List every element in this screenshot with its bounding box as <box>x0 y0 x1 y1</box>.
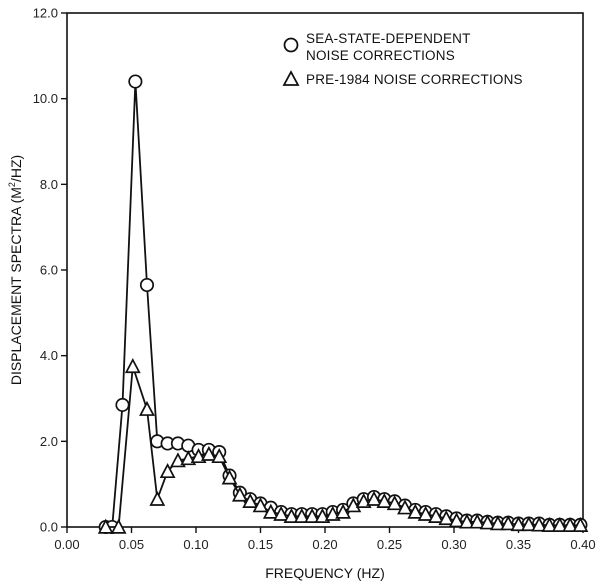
triangle-point <box>159 462 176 479</box>
triangle-point <box>417 505 434 521</box>
legend-label-series-1-line-1: SEA-STATE-DEPENDENT <box>306 31 471 46</box>
triangle-point <box>366 490 382 506</box>
y-tick-label: 10.0 <box>33 91 58 106</box>
triangle-point <box>242 492 259 508</box>
triangle-point <box>541 516 558 532</box>
triangle-point <box>200 445 217 461</box>
triangle-point <box>97 518 114 534</box>
y-axis-title: DISPLACEMENT SPECTRA (M2/HZ) <box>7 155 24 385</box>
triangle-point <box>551 516 568 532</box>
x-tick-label: 0.40 <box>570 537 595 552</box>
legend-circle-marker <box>283 37 299 53</box>
y-tick-label: 8.0 <box>40 177 58 192</box>
triangle-point <box>304 507 321 523</box>
triangle-point <box>170 452 186 468</box>
circle-point <box>115 397 130 412</box>
y-axis-title-main: DISPLACEMENT SPECTRA (M <box>8 187 24 385</box>
triangle-point <box>500 515 517 531</box>
triangle-point <box>345 497 362 513</box>
series-layer <box>97 74 589 535</box>
x-tick-label: 0.15 <box>248 537 273 552</box>
triangle-point <box>386 495 403 511</box>
plot-frame <box>66 12 584 528</box>
triangle-point <box>428 507 444 523</box>
triangle-point <box>283 507 300 523</box>
x-tick-label: 0.20 <box>312 537 337 552</box>
triangle-point <box>231 486 248 502</box>
triangle-point <box>252 497 269 513</box>
triangle-point <box>110 518 127 534</box>
y-tick-label: 6.0 <box>40 263 58 278</box>
triangle-point <box>149 490 166 506</box>
legend-label-series-1-line-2: NOISE CORRECTIONS <box>306 48 455 63</box>
triangle-point <box>139 400 155 416</box>
x-tick-label: 0.30 <box>441 537 466 552</box>
axis-ticks: 0.00 0.05 0.10 0.15 0.20 0.25 0.30 0.35 0.40 0.0 2… <box>33 6 596 553</box>
series-2 <box>97 358 589 534</box>
triangle-point <box>438 510 455 526</box>
triangle-point <box>531 516 548 532</box>
y-tick-label: 12.0 <box>33 6 58 21</box>
triangle-point <box>324 505 341 521</box>
y-tick-label: 4.0 <box>40 348 58 363</box>
x-tick-label: 0.00 <box>54 537 79 552</box>
triangle-point <box>407 503 424 519</box>
y-tick-label: 0.0 <box>40 520 58 535</box>
x-axis-title: FREQUENCY (HZ) <box>265 565 385 581</box>
triangle-point <box>190 447 207 464</box>
triangle-point <box>314 507 331 523</box>
circle-point <box>128 74 143 89</box>
triangle-point <box>448 512 465 528</box>
y-tick-label: 2.0 <box>40 434 58 449</box>
triangle-point <box>510 516 527 532</box>
triangle-point <box>124 358 141 374</box>
triangle-point <box>180 450 197 466</box>
triangle-point <box>479 514 496 530</box>
triangle-point <box>293 507 310 523</box>
triangle-point <box>458 513 475 529</box>
triangle-point <box>489 515 506 531</box>
triangle-point <box>562 516 579 532</box>
x-tick-label: 0.05 <box>119 537 144 552</box>
circle-point <box>139 277 155 293</box>
triangle-point <box>211 447 228 464</box>
y-axis-title-unit: /HZ) <box>8 155 24 182</box>
legend-label-series-2: PRE-1984 NOISE CORRECTIONS <box>306 72 523 87</box>
triangle-point <box>520 516 537 532</box>
triangle-point <box>572 516 589 532</box>
legend: SEA-STATE-DEPENDENT NOISE CORRECTIONS PR… <box>282 31 523 87</box>
x-tick-label: 0.25 <box>377 537 402 552</box>
triangle-point <box>221 469 238 485</box>
x-tick-label: 0.35 <box>506 537 531 552</box>
legend-triangle-marker <box>282 70 300 86</box>
triangle-point <box>397 499 413 515</box>
triangle-point <box>469 513 486 529</box>
triangle-point <box>273 505 290 521</box>
triangle-point <box>262 503 279 519</box>
y-axis-title-superscript: 2 <box>7 182 17 187</box>
x-tick-label: 0.10 <box>183 537 208 552</box>
triangle-point <box>376 492 393 508</box>
triangle-point <box>355 492 372 508</box>
